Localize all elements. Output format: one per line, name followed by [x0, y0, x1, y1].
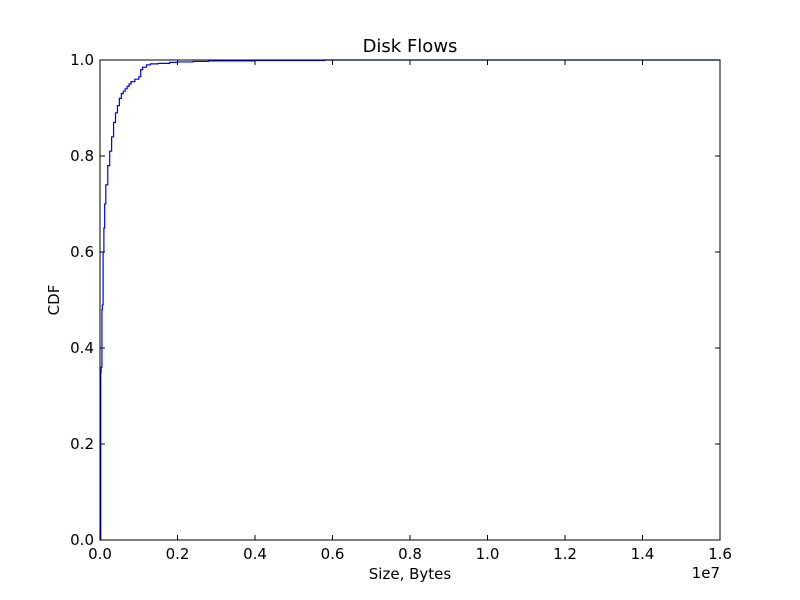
- x-tick-label: 0.8: [398, 545, 422, 563]
- y-tick-label: 0.8: [70, 147, 94, 165]
- x-tick-label: 1.2: [553, 545, 577, 563]
- y-axis-label: CDF: [45, 285, 63, 316]
- x-tick-label: 1.0: [476, 545, 500, 563]
- y-tick-label: 0.6: [70, 243, 94, 261]
- x-tick-label: 0.0: [88, 545, 112, 563]
- x-tick-label: 0.4: [243, 545, 267, 563]
- x-tick-label: 0.6: [321, 545, 345, 563]
- x-axis-label: Size, Bytes: [369, 565, 452, 583]
- x-offset-label: 1e7: [692, 564, 720, 582]
- x-tick-label: 1.4: [631, 545, 655, 563]
- y-tick-label: 0.2: [70, 435, 94, 453]
- y-tick-label: 0.0: [70, 531, 94, 549]
- chart-title: Disk Flows: [363, 36, 458, 57]
- plot-frame: [99, 59, 721, 541]
- cdf-series-line: [100, 59, 720, 541]
- y-tick-label: 1.0: [70, 51, 94, 69]
- x-tick-label: 1.6: [708, 545, 732, 563]
- y-tick-label: 0.4: [70, 339, 94, 357]
- x-tick-label: 0.2: [166, 545, 190, 563]
